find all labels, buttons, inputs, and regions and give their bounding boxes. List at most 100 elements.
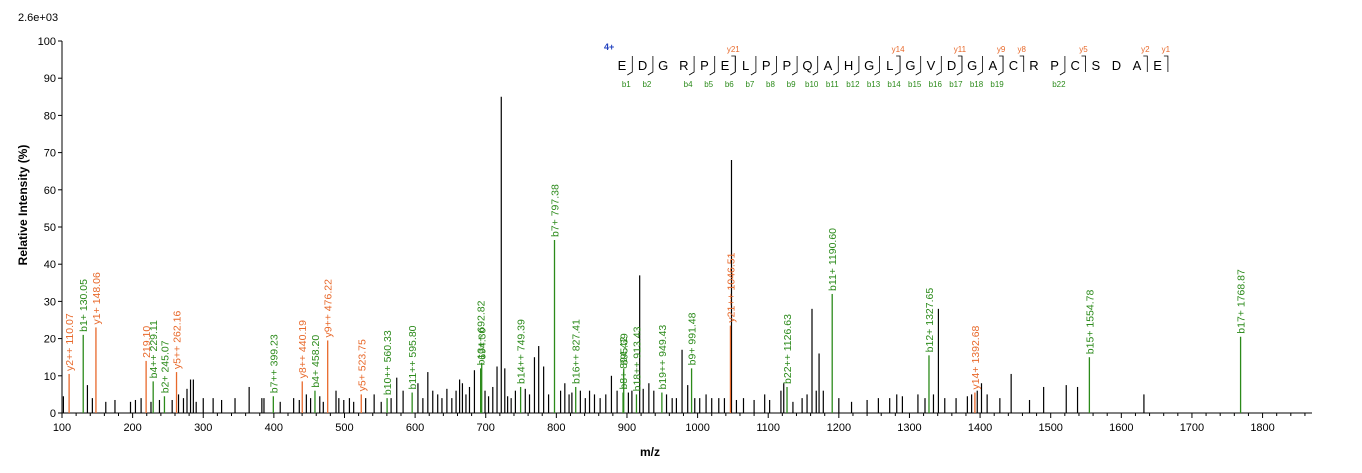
b-ion-marker: b19: [990, 80, 1004, 89]
sequence-residue: P: [782, 58, 791, 73]
y-tick-label: 70: [44, 148, 56, 160]
x-tick-label: 1200: [827, 422, 851, 434]
y-tick-label: 80: [44, 110, 56, 122]
b-ion-peak-label: b8+ 894.42: [618, 337, 630, 390]
b-ion-marker: b1: [622, 80, 631, 89]
x-axis-title: m/z: [640, 445, 660, 459]
sequence-residue: D: [1112, 58, 1121, 73]
b-ion-peak-label: b22++ 1126.63: [782, 314, 794, 384]
sequence-residue: A: [1133, 58, 1142, 73]
y-ion-bracket: [957, 55, 963, 72]
b-ion-peak-label: b7+ 797.38: [550, 184, 562, 237]
b-ion-peak-label: b11++ 595.80: [407, 325, 419, 389]
sequence-residue: S: [1091, 58, 1100, 73]
b-ion-bracket: [853, 56, 860, 76]
b-ion-peak-label: b7++ 399.23: [268, 334, 280, 393]
sequence-residue: E: [721, 58, 730, 73]
b-ion-marker: b15: [908, 80, 922, 89]
b-ion-bracket: [956, 56, 963, 76]
sequence-residue: R: [1029, 58, 1038, 73]
x-tick-label: 800: [547, 422, 565, 434]
y-ion-marker: y11: [954, 45, 967, 54]
sequence-residue: C: [1071, 58, 1080, 73]
sequence-residue: P: [762, 58, 771, 73]
x-tick-label: 300: [194, 422, 212, 434]
y-ion-peak-label: y5++ 262.16: [172, 311, 184, 370]
b-ion-bracket: [915, 56, 922, 76]
y-ion-peak-label: y5+ 523.75: [356, 339, 368, 391]
y-ion-marker: y2: [1141, 45, 1150, 54]
y-ion-marker: y1: [1162, 45, 1171, 54]
x-tick-label: 700: [477, 422, 495, 434]
b-ion-peak-label: 694.30: [477, 328, 489, 360]
y-ion-bracket: [1019, 55, 1025, 72]
b-ion-peak-label: b19++ 949.43: [657, 325, 669, 390]
b-ion-peak-label: b11+ 1190.60: [827, 228, 839, 291]
b-ion-marker: b2: [642, 80, 651, 89]
sequence-residue: D: [947, 58, 956, 73]
charge-state-label: 4+: [604, 42, 614, 52]
y-tick-label: 20: [44, 334, 56, 346]
b-ion-marker: b17: [949, 80, 963, 89]
b-ion-marker: b7: [745, 80, 754, 89]
x-tick-label: 1600: [1109, 422, 1133, 434]
sequence-residue: E: [1153, 58, 1162, 73]
x-tick-label: 1000: [685, 422, 709, 434]
x-tick-label: 1300: [897, 422, 921, 434]
x-axis: 100 200 300 400 500 600 700 800 900 1000 1100 1200 1…: [53, 412, 1312, 434]
sequence-residue: G: [658, 58, 668, 73]
b-ion-bracket: [936, 56, 942, 76]
y-ion-bracket: [1163, 55, 1169, 72]
b-ion-bracket: [812, 56, 819, 76]
x-tick-label: 500: [335, 422, 353, 434]
y-ion-peak-label: y14+ 1392.68: [970, 325, 982, 389]
b-ion-peak-label: 895.39: [619, 333, 631, 365]
y-axis: 0 10 20 30 40 50 60 70 80 90 100: [38, 36, 63, 420]
sequence-residue: A: [824, 58, 833, 73]
y-tick-label: 40: [44, 259, 56, 271]
peak-layer: [62, 96, 1242, 413]
y-ion-peak-label: 219.10: [141, 326, 153, 358]
x-tick-label: 400: [265, 422, 283, 434]
b-ion-bracket: [833, 56, 839, 76]
b-ion-marker: b4: [684, 80, 693, 89]
b-ion-marker: b9: [787, 80, 796, 89]
y-tick-label: 90: [44, 73, 56, 85]
b-ion-marker: b8: [766, 80, 775, 89]
b-ion-peak-label: b12+ 1327.65: [924, 288, 936, 353]
sequence-residue: Q: [802, 58, 812, 73]
b-ion-marker: b10: [805, 80, 819, 89]
y-ion-peak-label: y2++ 110.07: [64, 313, 76, 371]
b-ion-marker: b5: [704, 80, 713, 89]
sequence-residue: H: [844, 58, 853, 73]
y-ion-peak-label: y21++ 1046.51: [725, 252, 737, 322]
b-ion-bracket: [750, 56, 757, 76]
sequence-residue: D: [638, 58, 647, 73]
b-ion-bracket: [997, 56, 1004, 76]
sequence-residue: G: [864, 58, 874, 73]
sequence-residue: A: [988, 58, 997, 73]
y-tick-label: 60: [44, 185, 56, 197]
y-ion-marker: y14: [892, 45, 905, 54]
b-ion-peak-label: b14++ 749.39: [516, 319, 528, 384]
x-tick-label: 100: [53, 422, 71, 434]
sequence-residue: P: [700, 58, 709, 73]
y-ion-bracket: [1081, 55, 1086, 72]
x-tick-label: 1400: [968, 422, 992, 434]
y-ion-marker: y9: [997, 45, 1006, 54]
sequence-residue: E: [618, 58, 627, 73]
b-ion-bracket: [730, 56, 736, 76]
b-ion-peak-label: b4+ 458.20: [310, 335, 322, 388]
b-ion-marker: b13: [867, 80, 881, 89]
sequence-residue: G: [905, 58, 915, 73]
sequence-residue: P: [1050, 58, 1059, 73]
b-ion-peak-label: b4++ 229.11: [148, 320, 160, 378]
y-ion-marker: y8: [1017, 45, 1026, 54]
sequence-residue: L: [886, 58, 893, 73]
b-ion-bracket: [791, 56, 798, 76]
b-ion-bracket: [688, 56, 695, 76]
b-ion-marker: b12: [846, 80, 860, 89]
y-ion-peak-label: y9++ 476.22: [323, 279, 335, 338]
b-ion-marker: b16: [929, 80, 943, 89]
